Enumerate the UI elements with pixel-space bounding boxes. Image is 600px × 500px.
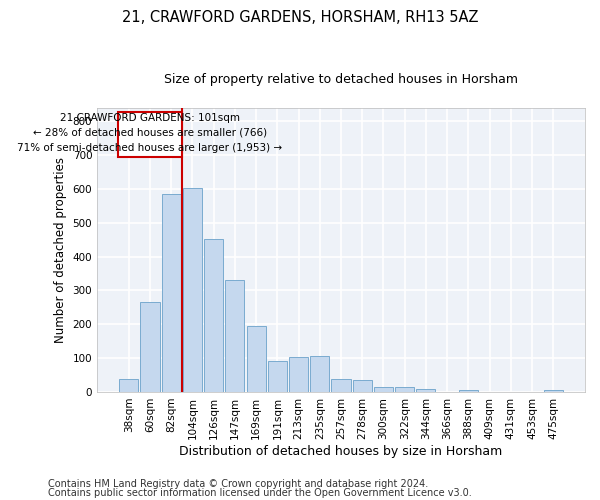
Text: 21 CRAWFORD GARDENS: 101sqm: 21 CRAWFORD GARDENS: 101sqm <box>60 112 240 122</box>
Bar <box>247 326 266 392</box>
Bar <box>544 390 563 392</box>
Bar <box>289 358 308 392</box>
Text: 21, CRAWFORD GARDENS, HORSHAM, RH13 5AZ: 21, CRAWFORD GARDENS, HORSHAM, RH13 5AZ <box>122 10 478 25</box>
Bar <box>395 387 414 392</box>
X-axis label: Distribution of detached houses by size in Horsham: Distribution of detached houses by size … <box>179 444 503 458</box>
Y-axis label: Number of detached properties: Number of detached properties <box>54 156 67 342</box>
Bar <box>268 361 287 392</box>
Text: ← 28% of detached houses are smaller (766): ← 28% of detached houses are smaller (76… <box>33 128 267 138</box>
Bar <box>310 356 329 392</box>
Title: Size of property relative to detached houses in Horsham: Size of property relative to detached ho… <box>164 72 518 86</box>
Bar <box>204 239 223 392</box>
Text: 71% of semi-detached houses are larger (1,953) →: 71% of semi-detached houses are larger (… <box>17 143 283 153</box>
Text: Contains public sector information licensed under the Open Government Licence v3: Contains public sector information licen… <box>48 488 472 498</box>
Text: Contains HM Land Registry data © Crown copyright and database right 2024.: Contains HM Land Registry data © Crown c… <box>48 479 428 489</box>
Bar <box>353 380 372 392</box>
Bar <box>416 388 436 392</box>
Bar <box>459 390 478 392</box>
Bar <box>119 379 139 392</box>
Bar <box>162 194 181 392</box>
Bar <box>331 379 350 392</box>
Bar <box>226 280 244 392</box>
Bar <box>140 302 160 392</box>
Bar <box>118 112 182 158</box>
Bar <box>374 387 393 392</box>
Bar <box>183 188 202 392</box>
